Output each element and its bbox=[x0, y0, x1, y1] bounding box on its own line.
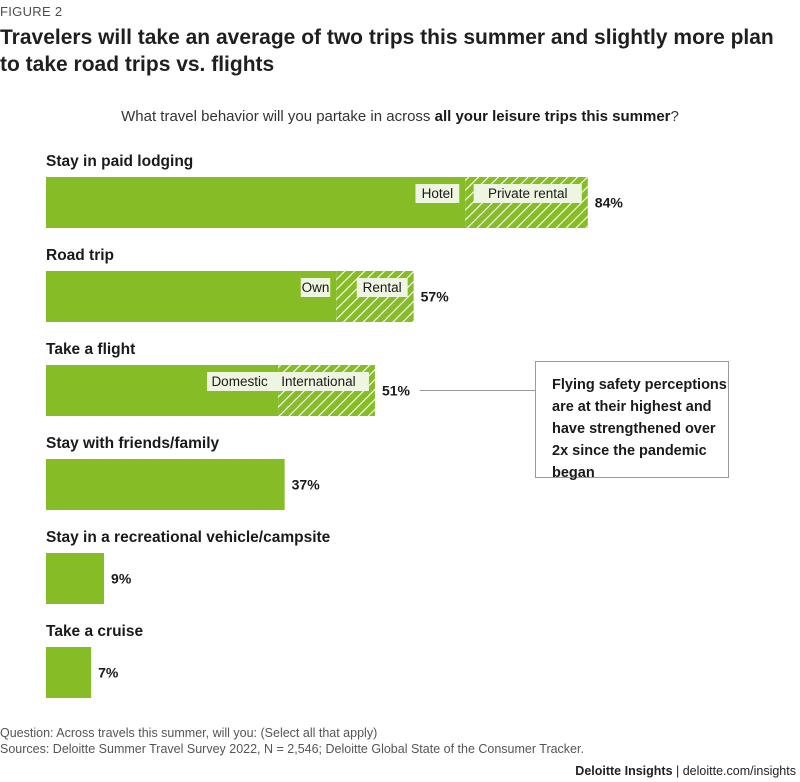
footnote-question: Question: Across travels this summer, wi… bbox=[0, 726, 378, 740]
segment-label-bg bbox=[473, 184, 582, 203]
figure-label: FIGURE 2 bbox=[0, 4, 63, 19]
segment-label-bg bbox=[356, 278, 408, 297]
category-label: Road trip bbox=[46, 247, 114, 264]
flight-safety-callout: Flying safety perceptions are at their h… bbox=[535, 361, 729, 481]
bar-segment bbox=[46, 177, 466, 228]
bar-segment bbox=[46, 459, 285, 510]
category-label: Take a cruise bbox=[46, 623, 143, 640]
value-label: 57% bbox=[421, 289, 450, 305]
footnote-sources: Sources: Deloitte Summer Travel Survey 2… bbox=[0, 742, 584, 756]
segment-label-bg bbox=[206, 372, 273, 391]
bar-chart: Stay in paid lodging Hotel Private rental 8… bbox=[46, 153, 624, 698]
question-prefix: What travel behavior will you partake in… bbox=[121, 108, 435, 125]
survey-question: What travel behavior will you partake in… bbox=[0, 108, 800, 125]
segment-label: Private rental bbox=[488, 186, 568, 201]
footer-credit: Deloitte Insights | deloitte.com/insight… bbox=[575, 764, 796, 778]
bar-segment bbox=[46, 647, 92, 698]
segment-label: International bbox=[281, 374, 355, 389]
segment-label: Own bbox=[302, 280, 330, 295]
question-emphasis: all your leisure trips this summer bbox=[434, 108, 671, 125]
category-label: Stay in paid lodging bbox=[46, 153, 193, 170]
segment-label: Hotel bbox=[422, 186, 454, 201]
value-label: 7% bbox=[98, 665, 119, 681]
segment-label-bg bbox=[415, 184, 460, 203]
value-label: 37% bbox=[292, 477, 321, 493]
segment-label-bg bbox=[267, 372, 369, 391]
value-label: 9% bbox=[111, 571, 132, 587]
bar-segment bbox=[46, 271, 337, 322]
footer-separator: | bbox=[672, 764, 683, 778]
category-label: Stay in a recreational vehicle/campsite bbox=[46, 529, 331, 546]
segment-label: Rental bbox=[363, 280, 402, 295]
question-suffix: ? bbox=[670, 108, 679, 125]
category-label: Stay with friends/family bbox=[46, 435, 220, 452]
bar-segment bbox=[46, 553, 105, 604]
category-label: Take a flight bbox=[46, 341, 135, 358]
footer-brand: Deloitte Insights bbox=[575, 764, 673, 778]
segment-label-bg bbox=[300, 278, 331, 297]
value-label: 51% bbox=[382, 383, 411, 399]
chart-title: Travelers will take an average of two tr… bbox=[0, 26, 774, 76]
segment-label: Domestic bbox=[211, 374, 268, 389]
value-label: 84% bbox=[595, 195, 624, 211]
footer-url: deloitte.com/insights bbox=[682, 764, 796, 778]
